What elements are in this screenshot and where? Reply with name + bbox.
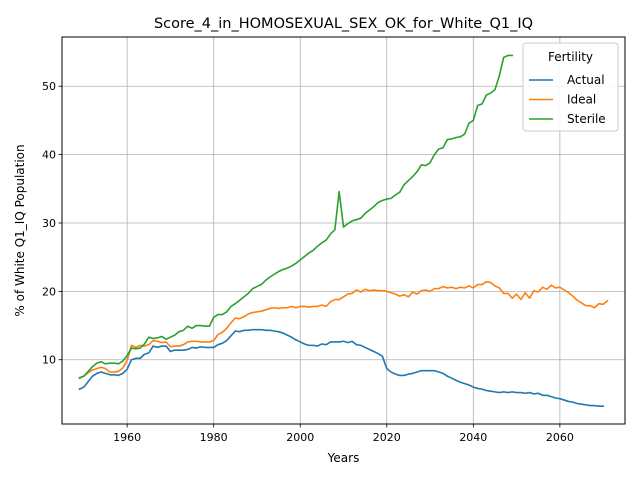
y-axis: 10 20 30 40 50 [42,80,62,367]
legend-entries: Actual Ideal Sterile [529,73,606,126]
series-layer [78,54,609,408]
series-line-actual [78,328,604,408]
x-tick-label: 2000 [286,431,314,444]
series-line-sterile [78,54,514,380]
x-tick-label: 1960 [113,431,141,444]
y-tick-label: 50 [42,80,56,93]
y-tick-label: 40 [42,149,56,162]
x-tick-label: 2020 [373,431,401,444]
y-tick-label: 10 [42,354,56,367]
y-axis-label: % of White Q1_IQ Population [13,144,27,316]
legend: Fertility Actual Ideal Sterile [522,42,619,132]
x-axis: 1960 1980 2000 2020 2040 2060 [113,424,574,444]
legend-label-actual: Actual [567,73,605,87]
x-tick-label: 1980 [200,431,228,444]
plot-frame [61,36,626,425]
x-tick-label: 2040 [459,431,487,444]
y-tick-label: 30 [42,217,56,230]
legend-label-ideal: Ideal [567,93,596,107]
legend-label-sterile: Sterile [567,112,606,126]
legend-box [522,42,619,132]
legend-title: Fertility [548,50,593,64]
x-axis-label: Years [327,451,360,465]
series-line-ideal [78,280,609,379]
chart-title: Score_4_in_HOMOSEXUAL_SEX_OK_for_White_Q… [154,16,533,32]
x-tick-label: 2060 [546,431,574,444]
y-tick-label: 20 [42,285,56,298]
